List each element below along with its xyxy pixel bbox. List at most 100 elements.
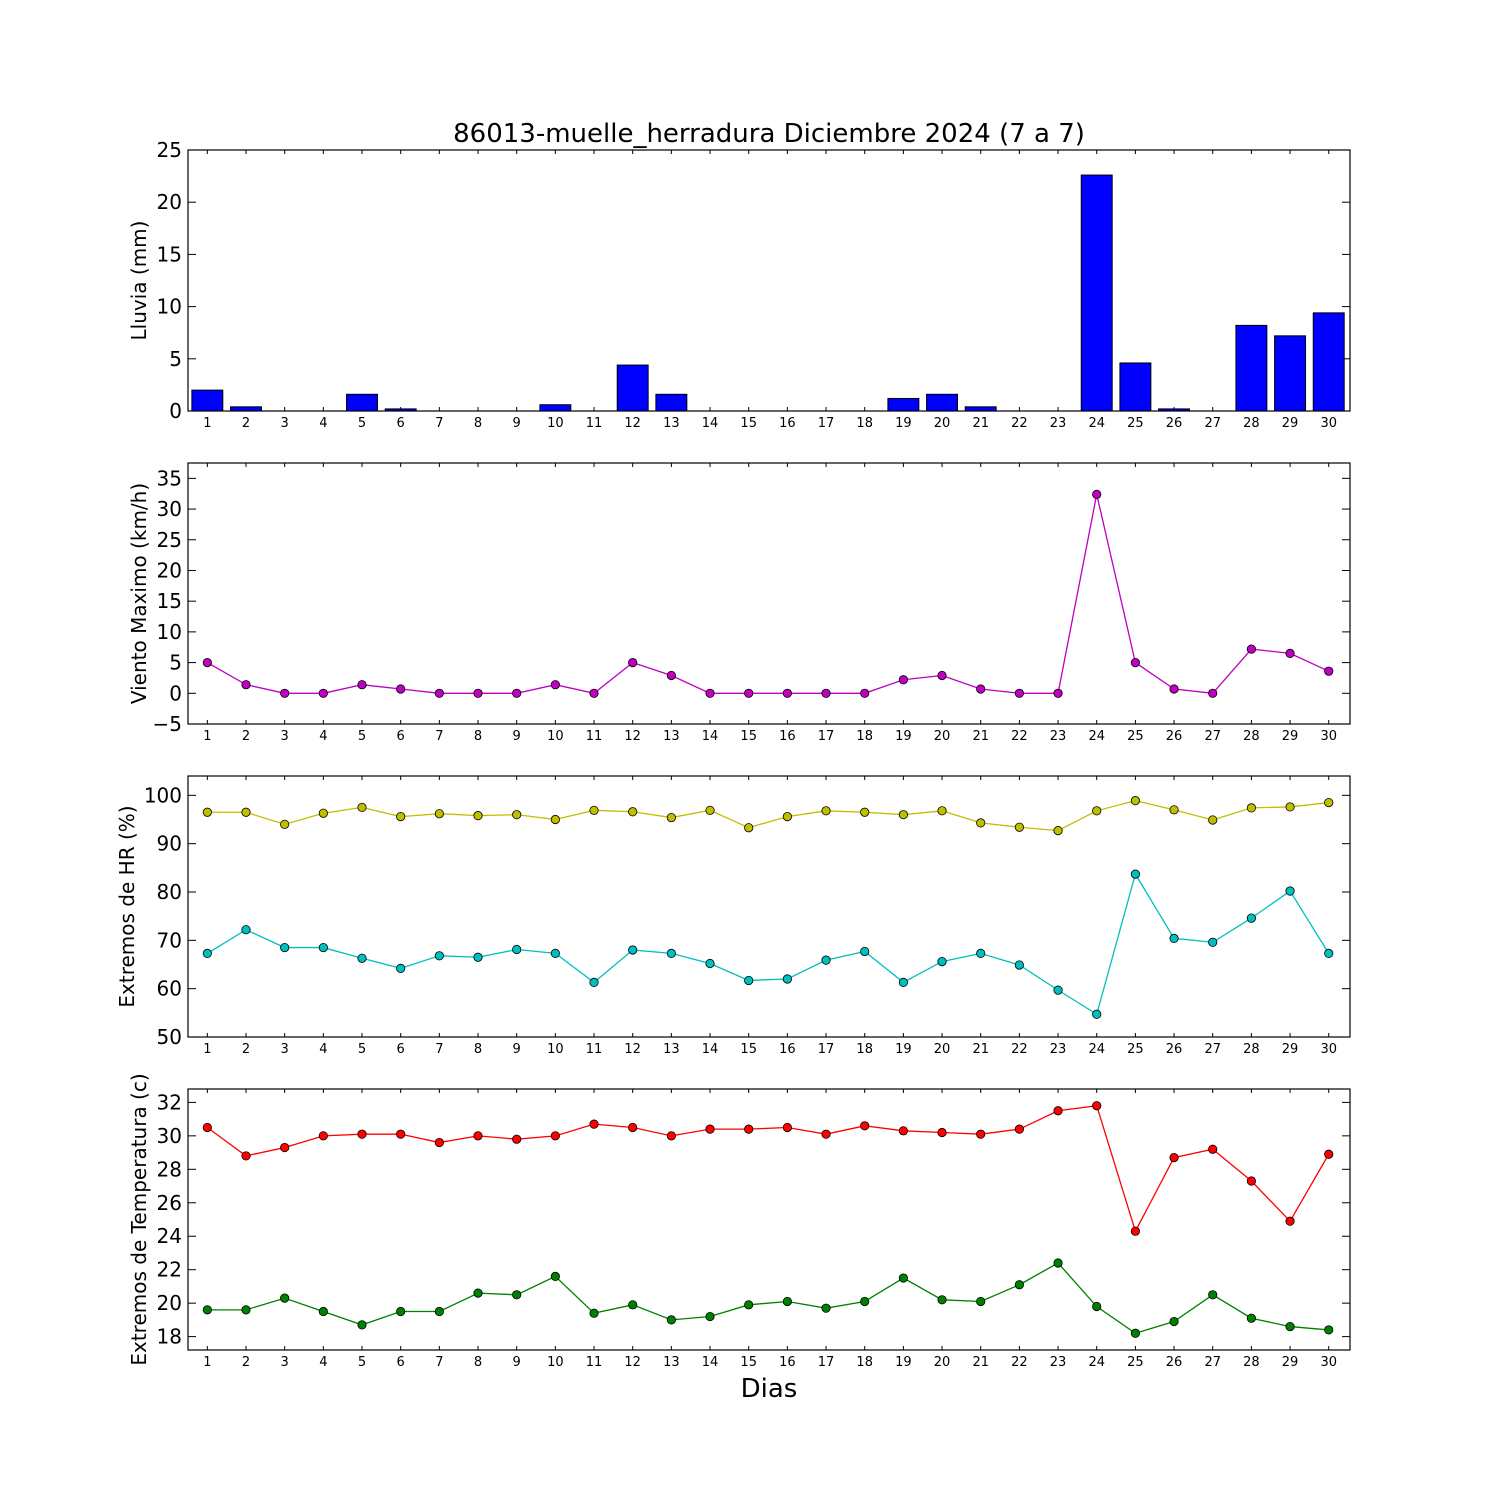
data-point (318, 942, 328, 953)
data-point (1324, 948, 1334, 958)
plot-frame (187, 1088, 1351, 1351)
x-tick-label: 30 (1320, 416, 1337, 431)
x-tick-label: 30 (1320, 1042, 1337, 1057)
data-point (280, 688, 290, 698)
x-tick-label: 13 (663, 416, 680, 431)
data-point (357, 1129, 367, 1139)
data-point (976, 1129, 986, 1139)
x-tick-label: 15 (740, 416, 757, 431)
x-tick-label: 8 (474, 729, 482, 744)
data-point (976, 1296, 986, 1307)
data-point (705, 688, 715, 698)
plot-frame (187, 149, 1351, 412)
y-tick-label: 28 (157, 1157, 182, 1181)
x-tick-label: 26 (1166, 416, 1183, 431)
x-axis-label: Dias (741, 1374, 798, 1404)
data-point (1208, 1144, 1218, 1154)
data-point (1014, 1124, 1024, 1134)
x-tick-label: 29 (1282, 1355, 1299, 1370)
x-tick-label: 14 (702, 1355, 719, 1370)
x-tick-label: 12 (624, 729, 641, 744)
y-tick-label: 50 (157, 1025, 182, 1049)
data-point (1053, 985, 1063, 995)
x-tick-label: 23 (1050, 1042, 1067, 1057)
data-point (1053, 1106, 1063, 1116)
data-point (396, 963, 406, 973)
x-tick-label: 28 (1243, 729, 1260, 744)
data-point (744, 975, 754, 986)
data-point (744, 1300, 754, 1310)
data-point (666, 812, 676, 823)
data-point (512, 688, 522, 698)
x-tick-label: 16 (779, 1355, 796, 1370)
data-point (1246, 644, 1256, 654)
data-point (1092, 489, 1102, 499)
y-tick-label: 20 (157, 558, 182, 582)
series-line (206, 1105, 1330, 1233)
y-tick-label: 26 (157, 1191, 182, 1215)
x-tick-label: 18 (856, 1042, 873, 1057)
y-tick-label: 20 (157, 1291, 182, 1315)
bar (346, 393, 378, 412)
x-tick-label: 3 (281, 416, 289, 431)
bar (1119, 362, 1152, 412)
bar (1312, 312, 1345, 412)
x-tick-label: 19 (895, 416, 912, 431)
data-point (705, 805, 715, 815)
data-point (898, 1273, 908, 1283)
data-point (705, 1311, 715, 1322)
data-point (1130, 796, 1140, 806)
data-point (1130, 1328, 1140, 1338)
series-line (207, 799, 1329, 832)
data-point (241, 807, 251, 817)
y-tick-label: 35 (157, 466, 182, 490)
data-point (898, 675, 908, 685)
x-tick-label: 7 (435, 1355, 443, 1370)
data-point (1053, 1258, 1063, 1268)
data-point (821, 688, 831, 698)
x-tick-label: 15 (740, 729, 757, 744)
series-line (207, 494, 1330, 694)
bar (230, 406, 262, 412)
data-point (821, 955, 831, 965)
x-tick-label: 6 (397, 1355, 405, 1370)
data-point (280, 1293, 290, 1303)
data-point (589, 977, 599, 987)
x-tick-label: 13 (663, 1355, 680, 1370)
y-axis-label: Extremos de Temperatura (c) (127, 1073, 151, 1365)
y-tick-label: 24 (157, 1224, 182, 1248)
x-tick-label: 22 (1011, 729, 1028, 744)
data-point (550, 814, 560, 825)
data-point (628, 1122, 638, 1133)
x-tick-label: 25 (1127, 416, 1144, 431)
x-tick-label: 5 (358, 1355, 366, 1370)
x-tick-label: 11 (586, 729, 603, 744)
plot-frame (187, 462, 1351, 725)
x-tick-label: 5 (358, 1042, 366, 1057)
y-tick-label: −5 (153, 712, 182, 736)
x-tick-label: 22 (1011, 1042, 1028, 1057)
bar (964, 406, 997, 412)
x-tick-label: 10 (547, 416, 564, 431)
y-tick-label: 20 (157, 190, 182, 214)
x-tick-label: 28 (1243, 1042, 1260, 1057)
data-point (1092, 1009, 1102, 1019)
y-tick-label: 100 (144, 783, 182, 807)
y-tick-label: 10 (157, 295, 182, 319)
data-point (1169, 933, 1179, 944)
y-tick-label: 0 (169, 399, 182, 423)
x-tick-label: 14 (702, 1042, 719, 1057)
x-tick-label: 17 (818, 729, 835, 744)
data-point (976, 948, 986, 958)
data-point (821, 1129, 831, 1139)
data-point (860, 1296, 870, 1307)
data-point (666, 1131, 676, 1141)
data-point (628, 945, 638, 955)
x-tick-label: 16 (779, 729, 796, 744)
data-point (1014, 688, 1024, 698)
data-point (318, 1131, 328, 1141)
data-point (976, 818, 986, 828)
